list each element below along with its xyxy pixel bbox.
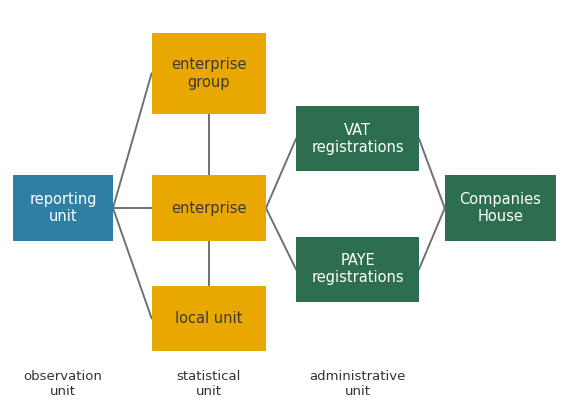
FancyBboxPatch shape xyxy=(152,286,266,351)
FancyBboxPatch shape xyxy=(152,33,266,114)
Text: Companies
House: Companies House xyxy=(459,192,542,224)
Text: PAYE
registrations: PAYE registrations xyxy=(311,253,404,286)
FancyBboxPatch shape xyxy=(13,175,113,241)
FancyBboxPatch shape xyxy=(152,175,266,241)
FancyBboxPatch shape xyxy=(445,175,556,241)
Text: statistical
unit: statistical unit xyxy=(177,370,241,397)
Text: VAT
registrations: VAT registrations xyxy=(311,122,404,155)
Text: enterprise: enterprise xyxy=(171,201,247,215)
Text: local unit: local unit xyxy=(175,311,243,326)
Text: enterprise
group: enterprise group xyxy=(171,57,247,90)
Text: reporting
unit: reporting unit xyxy=(29,192,97,224)
FancyBboxPatch shape xyxy=(296,106,419,171)
FancyBboxPatch shape xyxy=(296,237,419,302)
Text: administrative
unit: administrative unit xyxy=(309,370,406,397)
Text: observation
unit: observation unit xyxy=(23,370,102,397)
